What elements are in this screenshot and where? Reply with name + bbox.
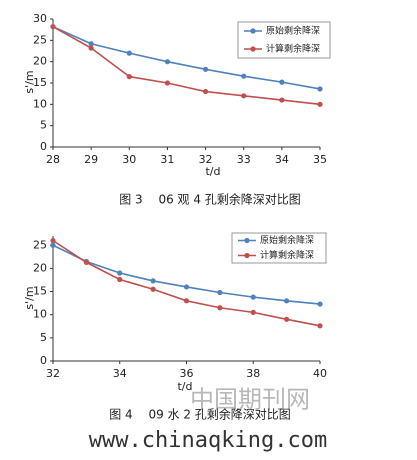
- x-tick-label: 36: [180, 367, 194, 380]
- watermark-brand: 中国期刊网: [190, 386, 310, 414]
- y-tick-label: 20: [33, 55, 47, 68]
- legend-label: 原始剩余降深: [266, 25, 320, 37]
- x-tick-label: 35: [313, 153, 327, 166]
- data-point: [317, 86, 323, 92]
- data-point: [202, 88, 209, 95]
- y-tick-label: 30: [33, 12, 47, 25]
- legend-marker: [244, 252, 250, 259]
- x-tick-label: 28: [46, 153, 60, 166]
- y-tick-label: 25: [33, 33, 47, 46]
- watermark-url: www.chinaqking.com: [89, 428, 327, 453]
- data-point: [279, 97, 285, 103]
- x-tick-label: 40: [313, 367, 327, 380]
- y-tick-label: 5: [40, 119, 47, 132]
- data-point: [183, 298, 190, 304]
- series-line: [52, 25, 321, 90]
- x-axis-label: t/d: [177, 380, 192, 393]
- y-tick-label: 20: [33, 261, 47, 274]
- data-point: [150, 278, 156, 284]
- data-point: [164, 59, 171, 65]
- legend-label: 计算剩余降深: [260, 249, 314, 261]
- data-point: [250, 294, 256, 300]
- x-tick-label: 31: [160, 153, 174, 166]
- data-point: [217, 305, 223, 311]
- legend-box: [237, 21, 331, 59]
- data-point: [126, 50, 132, 56]
- y-tick-label: 10: [33, 97, 47, 110]
- caption: 图 4 09 水 2 孔剩余降深对比图: [109, 407, 291, 422]
- legend-marker: [250, 46, 256, 52]
- legend-marker: [244, 237, 250, 244]
- data-point: [241, 73, 247, 79]
- y-tick-label: 15: [33, 76, 47, 89]
- y-axis-label: s'/m: [23, 70, 36, 93]
- data-point: [284, 316, 290, 322]
- y-tick-label: 25: [33, 238, 47, 251]
- data-point: [279, 79, 285, 85]
- y-tick-label: 0: [40, 140, 47, 153]
- y-tick-label: 15: [33, 285, 47, 298]
- data-point: [317, 323, 323, 329]
- data-point: [83, 259, 89, 265]
- data-point: [88, 41, 94, 47]
- caption: 图 3 06 观 4 孔剩余降深对比图: [119, 192, 301, 207]
- data-point: [50, 242, 56, 248]
- data-point: [183, 284, 190, 290]
- legend-marker: [250, 28, 256, 34]
- data-point: [241, 93, 247, 99]
- x-tick-label: 32: [199, 153, 213, 166]
- data-point: [202, 66, 209, 72]
- data-point: [88, 45, 94, 51]
- x-tick-label: 29: [84, 153, 98, 166]
- x-tick-label: 38: [246, 367, 260, 380]
- data-point: [150, 286, 156, 292]
- data-point: [317, 101, 323, 107]
- x-axis-label: t/d: [205, 165, 220, 178]
- data-point: [317, 301, 323, 307]
- legend-label: 原始剩余降深: [260, 234, 314, 246]
- data-point: [50, 24, 56, 30]
- data-point: [50, 238, 56, 244]
- x-tick-label: 34: [275, 153, 289, 166]
- data-point: [164, 80, 171, 86]
- data-point: [217, 289, 223, 296]
- data-point: [284, 298, 290, 304]
- y-tick-label: 10: [33, 308, 47, 321]
- data-point: [117, 270, 123, 276]
- y-tick-label: 5: [40, 331, 47, 344]
- x-tick-label: 32: [46, 367, 60, 380]
- y-tick-label: 0: [40, 354, 47, 367]
- data-point: [250, 309, 256, 315]
- y-axis-label: s'/m: [23, 286, 36, 309]
- x-tick-label: 34: [113, 367, 127, 380]
- legend-label: 计算剩余降深: [266, 43, 320, 55]
- x-tick-label: 33: [237, 153, 251, 166]
- x-tick-label: 30: [122, 153, 136, 166]
- data-point: [126, 74, 132, 80]
- data-point: [117, 276, 123, 283]
- series-line: [52, 25, 321, 106]
